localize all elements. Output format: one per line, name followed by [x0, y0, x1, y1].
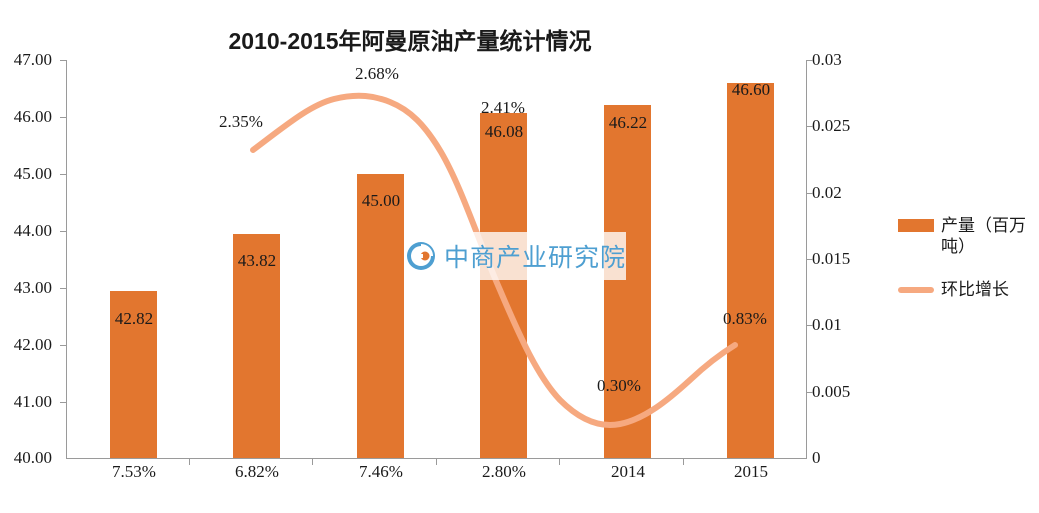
line-value-label: 2.68%: [355, 64, 399, 83]
y-tick-right: [807, 325, 813, 326]
bar-column[interactable]: [110, 291, 157, 458]
y-tick-label-right: 0.025: [812, 116, 851, 135]
bar-column[interactable]: [357, 174, 404, 458]
bar-column[interactable]: [604, 105, 651, 458]
chart-legend: 产量（百万吨） 环比增长: [898, 215, 1038, 322]
bar-value-label: 42.82: [114, 309, 154, 328]
y-tick-label-right: 0.03: [812, 50, 842, 69]
y-tick-label-right: 0.015: [812, 249, 851, 268]
y-tick-label-left: 46.00: [13, 107, 52, 126]
x-tick-label: 2014: [611, 462, 645, 481]
y-tick-label-left: 47.00: [13, 50, 52, 69]
bar-value-label: 43.82: [237, 251, 277, 270]
legend-line-swatch-icon: [898, 287, 934, 293]
y-tick-right: [807, 60, 813, 61]
bar-value-label: 46.08: [484, 122, 524, 141]
legend-bar-swatch-icon: [898, 219, 934, 232]
y-tick-label-left: 42.00: [13, 335, 52, 354]
y-tick-left: [60, 402, 66, 403]
line-value-label: 0.83%: [723, 309, 767, 328]
y-tick-label-left: 40.00: [13, 448, 52, 467]
legend-label: 产量（百万吨）: [941, 216, 1026, 256]
bar-column[interactable]: [727, 83, 774, 458]
y-tick-left: [60, 231, 66, 232]
y-tick-left: [60, 117, 66, 118]
x-axis-separator: [189, 458, 190, 465]
x-tick-label: 2015: [734, 462, 768, 481]
y-tick-right: [807, 193, 813, 194]
y-tick-label-right: 0.01: [812, 315, 842, 334]
bar-value-label: 46.22: [608, 113, 648, 132]
y-tick-left: [60, 288, 66, 289]
y-tick-label-right: 0.005: [812, 382, 851, 401]
y-axis-left-line: [66, 60, 67, 459]
y-tick-label-left: 45.00: [13, 164, 52, 183]
logo-icon: [407, 242, 435, 270]
x-tick-label: 7.53%: [112, 462, 156, 481]
x-axis-separator: [559, 458, 560, 465]
y-tick-left: [60, 60, 66, 61]
y-tick-left: [60, 345, 66, 346]
watermark-text: 中商产业研究院: [444, 244, 627, 272]
x-tick-label: 2.80%: [482, 462, 526, 481]
x-axis-separator: [312, 458, 313, 465]
bar-column[interactable]: [480, 113, 527, 458]
y-tick-label-right: 0.02: [812, 183, 842, 202]
legend-label: 环比增长: [941, 280, 1009, 299]
chart-title: 2010-2015年阿曼原油产量统计情况: [228, 28, 592, 54]
legend-item-growth[interactable]: 环比增长: [898, 279, 1038, 300]
x-axis-separator: [436, 458, 437, 465]
y-tick-label-left: 44.00: [13, 221, 52, 240]
y-tick-label-left: 41.00: [13, 392, 52, 411]
bar-value-label: 45.00: [361, 191, 401, 210]
line-value-label: 0.30%: [597, 376, 641, 395]
y-tick-right: [807, 126, 813, 127]
y-tick-label-right: 0: [812, 448, 821, 467]
line-value-label: 2.35%: [219, 112, 263, 131]
bar-value-label: 46.60: [731, 80, 771, 99]
line-value-label: 2.41%: [481, 98, 525, 117]
legend-item-production[interactable]: 产量（百万吨）: [898, 215, 1038, 257]
x-tick-label: 6.82%: [235, 462, 279, 481]
y-tick-left: [60, 174, 66, 175]
y-tick-right: [807, 392, 813, 393]
x-tick-label: 7.46%: [359, 462, 403, 481]
y-tick-label-left: 43.00: [13, 278, 52, 297]
x-axis-separator: [683, 458, 684, 465]
y-axis-right-line: [806, 60, 807, 459]
y-tick-right: [807, 259, 813, 260]
